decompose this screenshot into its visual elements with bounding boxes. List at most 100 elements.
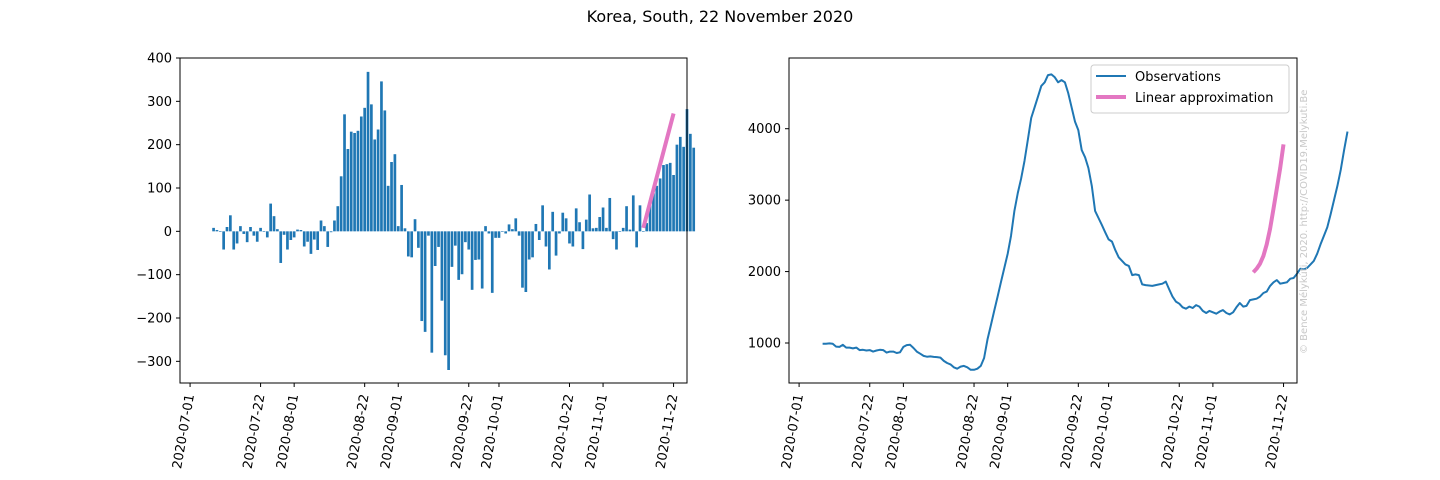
bar <box>433 231 437 266</box>
bar <box>437 231 440 247</box>
bar <box>675 144 679 232</box>
bar <box>605 227 608 232</box>
bar <box>490 231 494 293</box>
bar <box>467 231 471 250</box>
right-xtick-label: 2020-09-01 <box>988 393 1016 470</box>
legend-label-observations: Observations <box>1135 70 1221 85</box>
bar <box>326 231 330 247</box>
bar <box>544 231 548 247</box>
watermark-text: © Bence Mélykúti, 2020. http://COVID19.M… <box>1299 89 1310 354</box>
bar <box>514 218 518 232</box>
linear-approximation-line <box>641 112 676 229</box>
bar <box>453 231 457 246</box>
bar <box>269 203 272 232</box>
bar <box>645 223 649 232</box>
bar <box>625 206 628 232</box>
bar <box>584 219 588 232</box>
bar <box>457 231 461 280</box>
bar <box>259 227 262 232</box>
bar <box>229 215 232 232</box>
left-ytick-label: 400 <box>147 52 172 67</box>
bar <box>255 231 259 242</box>
bar <box>470 231 474 290</box>
bar <box>302 231 306 247</box>
bar <box>648 200 652 232</box>
bar <box>323 226 326 232</box>
bar <box>329 231 333 233</box>
bar <box>692 147 696 232</box>
bar <box>631 195 635 232</box>
bar <box>306 231 309 242</box>
bar <box>413 219 417 232</box>
bar <box>222 231 225 250</box>
bar <box>343 114 346 232</box>
left-xtick-label: 2020-10-22 <box>550 393 578 470</box>
bar <box>390 162 393 232</box>
bar <box>611 231 615 240</box>
right-ytick-label: 1000 <box>748 337 781 352</box>
left-ytick-label: 100 <box>147 182 172 197</box>
left-xtick-label: 2020-10-01 <box>479 393 507 470</box>
right-xtick-label: 2020-07-01 <box>779 393 807 470</box>
bar <box>417 231 420 248</box>
observations-line <box>822 73 1349 371</box>
legend: Observations Linear approximation <box>1090 64 1290 114</box>
linear-approximation-curve <box>1251 144 1286 274</box>
right-axes-frame <box>788 57 1298 384</box>
left-ytick-label: −100 <box>136 268 172 283</box>
bar <box>245 231 249 243</box>
bar <box>588 194 591 232</box>
bar <box>591 228 595 232</box>
bar <box>561 212 565 232</box>
right-xtick-label: 2020-08-22 <box>954 393 982 470</box>
bar <box>682 146 685 232</box>
left-xtick-label: 2020-07-01 <box>170 393 198 470</box>
left-ytick-label: 200 <box>147 138 172 153</box>
bar <box>252 231 256 236</box>
bar <box>595 227 598 232</box>
right-xtick-label: 2020-10-01 <box>1089 393 1117 470</box>
bar <box>286 231 289 250</box>
bar <box>484 226 487 232</box>
bar <box>668 162 672 232</box>
bar <box>383 110 387 232</box>
bar <box>346 149 350 232</box>
left-axes-frame <box>179 57 688 384</box>
left-ytick-label: 300 <box>147 95 172 110</box>
bar <box>665 164 669 232</box>
bar <box>225 227 229 232</box>
bar <box>376 129 380 232</box>
left-ytick-label: −200 <box>136 312 172 327</box>
bar <box>628 229 632 232</box>
bar <box>316 231 320 250</box>
right-xtick-label: 2020-10-22 <box>1159 393 1187 470</box>
bar <box>265 231 269 238</box>
bar <box>353 132 356 232</box>
bar <box>450 231 454 267</box>
bar <box>396 226 400 232</box>
right-xtick-label: 2020-08-01 <box>883 393 911 470</box>
left-xtick-label: 2020-11-01 <box>583 393 611 470</box>
bar <box>312 231 316 240</box>
bar <box>678 136 682 232</box>
bar <box>242 231 246 234</box>
bar <box>359 116 363 232</box>
bar <box>494 231 497 238</box>
bar <box>541 205 544 232</box>
bar <box>658 178 662 232</box>
right-ytick-label: 2000 <box>748 265 781 280</box>
bar <box>601 207 605 232</box>
bar <box>581 231 585 250</box>
bar <box>282 231 286 235</box>
right-ytick-label: 3000 <box>748 194 781 209</box>
bar <box>279 231 283 263</box>
bar <box>568 231 571 244</box>
bar <box>547 231 551 270</box>
bar <box>551 211 555 232</box>
bar <box>292 231 296 238</box>
bar <box>517 231 521 236</box>
left-xtick-label: 2020-08-01 <box>274 393 302 470</box>
bar <box>655 185 659 232</box>
